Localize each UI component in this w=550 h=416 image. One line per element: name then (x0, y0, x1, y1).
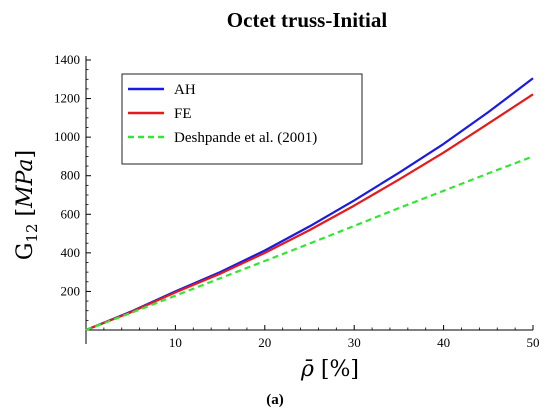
y-tick-label: 1000 (54, 129, 80, 144)
x-tick-label: 30 (348, 335, 361, 350)
x-tick-label: 40 (437, 335, 450, 350)
legend-label-1: FE (174, 106, 192, 122)
y-tick-label: 200 (61, 283, 81, 298)
legend-label-0: AH (174, 82, 196, 98)
y-tick-label: 800 (61, 168, 81, 183)
x-tick-label: 20 (258, 335, 271, 350)
axes (85, 56, 533, 344)
chart-title: Octet truss-Initial (227, 8, 388, 32)
y-tick-label: 600 (61, 206, 81, 221)
x-axis-label: ρ̄ [%] (300, 357, 359, 382)
legend-label-2: Deshpande et al. (2001) (174, 130, 317, 146)
series-line-2 (85, 155, 534, 332)
series-group (85, 77, 534, 332)
series-line-1 (85, 93, 534, 332)
ticks: 10 20 30 40 50 200 400 600 800 1000 1200 1400 (54, 52, 540, 350)
y-tick-label: 1200 (54, 91, 80, 106)
figure-caption: (a) (266, 392, 284, 408)
x-tick-label: 50 (527, 335, 540, 350)
y-axis-label: G12 [MPa] (13, 150, 41, 260)
legend-box (121, 73, 363, 165)
y-tick-label: 400 (61, 245, 81, 260)
legend: AH FE Deshpande et al. (2001) (121, 73, 363, 165)
x-tick-label: 10 (169, 335, 182, 350)
y-tick-label: 1400 (54, 52, 80, 67)
